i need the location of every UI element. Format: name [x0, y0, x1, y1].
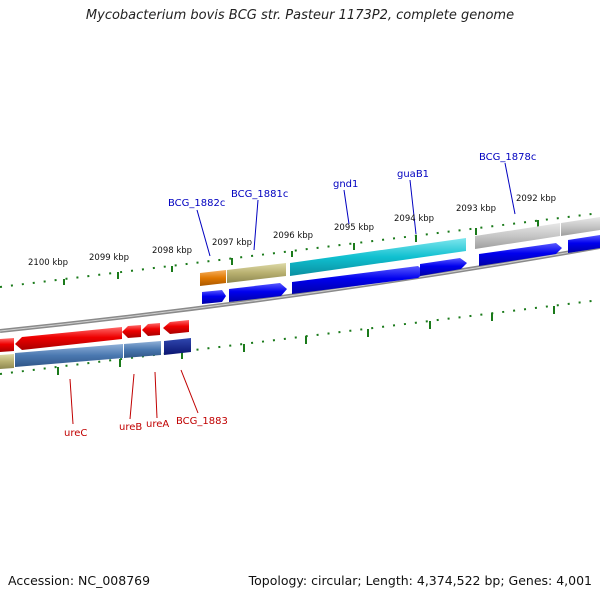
- gene-label-urec: ureC: [64, 428, 87, 439]
- cog-bar-bcg1881c: [227, 263, 286, 283]
- cog-bar-bcg1883: [164, 338, 191, 355]
- cog-bar-left-edge: [0, 354, 14, 369]
- gene-label-gnd1: gnd1: [333, 179, 358, 190]
- gene-label-ureb: ureB: [119, 422, 142, 433]
- gene-arrow-urec: [15, 327, 122, 350]
- gene-arrow-bcg1882c: [202, 290, 226, 304]
- scale-label: 2093 kbp: [456, 204, 496, 214]
- plus-category-track: [200, 217, 600, 286]
- gene-arrow-right: [568, 235, 600, 253]
- gene-label-bcg1882c: BCG_1882c: [168, 198, 225, 209]
- plus-gene-arrows: [202, 235, 600, 304]
- cog-bar-gnd1: [290, 238, 466, 276]
- outer-scale-line: [0, 212, 600, 288]
- outer-scale-labels: 2100 kbp 2099 kbp 2098 kbp 2097 kbp 2096…: [28, 194, 556, 268]
- inner-scale-line: [0, 299, 600, 375]
- cog-bar-urec: [15, 344, 123, 367]
- scale-label: 2098 kbp: [152, 246, 192, 256]
- gene-arrow-guab1: [420, 258, 467, 276]
- scale-label: 2099 kbp: [89, 253, 129, 263]
- minus-label-leaders: [69, 369, 199, 425]
- scale-label: 2092 kbp: [516, 194, 556, 204]
- gene-arrow-bcg1883: [163, 320, 189, 334]
- gene-arrow-bcg1881c: [229, 283, 287, 302]
- cog-bar-ureab: [124, 341, 161, 358]
- minus-category-track: [0, 338, 191, 369]
- gene-arrow-gnd1: [292, 266, 425, 294]
- gene-label-guab1: guaB1: [397, 169, 429, 180]
- gene-label-bcg1878c: BCG_1878c: [479, 152, 536, 163]
- scale-label: 2100 kbp: [28, 258, 68, 268]
- genome-summary-text: Topology: circular; Length: 4,374,522 bp…: [248, 573, 592, 588]
- scale-label: 2096 kbp: [273, 231, 313, 241]
- cog-bar-bcg1882c: [200, 270, 226, 286]
- cog-bar-right: [561, 217, 600, 236]
- gene-arrow-bcg1878c: [479, 243, 562, 266]
- gene-arrow-left-edge: [0, 338, 14, 352]
- gene-label-bcg1881c: BCG_1881c: [231, 189, 288, 200]
- plus-gene-labels: BCG_1882c BCG_1881c gnd1 guaB1 BCG_1878c: [168, 152, 536, 209]
- scale-label: 2097 kbp: [212, 238, 252, 248]
- gene-arrow-ureb: [122, 325, 141, 338]
- map-title: Mycobacterium bovis BCG str. Pasteur 117…: [85, 8, 515, 23]
- gene-label-bcg1883: BCG_1883: [176, 416, 228, 427]
- gene-arrow-urea: [142, 323, 160, 336]
- gene-label-urea: ureA: [146, 419, 169, 430]
- accession-text: Accession: NC_008769: [8, 573, 151, 588]
- plus-label-leaders: [196, 162, 516, 257]
- scale-label: 2094 kbp: [394, 214, 434, 224]
- outer-major-ticks: [63, 220, 539, 285]
- minus-gene-labels: ureC ureB ureA BCG_1883: [64, 416, 228, 439]
- minus-gene-arrows: [0, 320, 189, 352]
- scale-label: 2095 kbp: [334, 223, 374, 233]
- cog-bar-bcg1878c: [475, 223, 560, 249]
